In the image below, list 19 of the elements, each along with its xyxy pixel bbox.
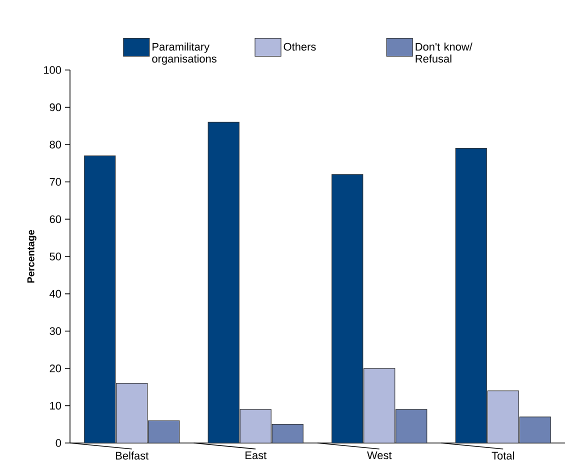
- legend-label: Paramilitary organisations: [152, 42, 216, 65]
- y-tick-label: 100: [44, 66, 62, 74]
- y-tick-label: 90: [50, 103, 62, 112]
- y-tick-label: 60: [50, 215, 62, 224]
- x-tick-label: Total: [492, 452, 514, 460]
- y-tick-label: 20: [50, 364, 62, 372]
- x-tick-label: Belfast: [116, 452, 149, 460]
- x-tick-label: West: [367, 452, 392, 460]
- y-tick-label: 40: [50, 290, 62, 298]
- y-tick-label: 80: [50, 140, 62, 148]
- y-tick-label: 30: [50, 327, 62, 335]
- y-tick-label: 50: [50, 252, 62, 260]
- y-tick-label: 70: [50, 178, 62, 186]
- legend-label: Others: [284, 42, 316, 51]
- x-tick-label: East: [246, 452, 267, 460]
- legend-label: Don't know/ Refusal: [416, 42, 472, 63]
- y-tick-label: 10: [50, 402, 62, 410]
- y-axis-title: Percentage: [27, 230, 36, 283]
- y-tick-label: 0: [56, 439, 62, 447]
